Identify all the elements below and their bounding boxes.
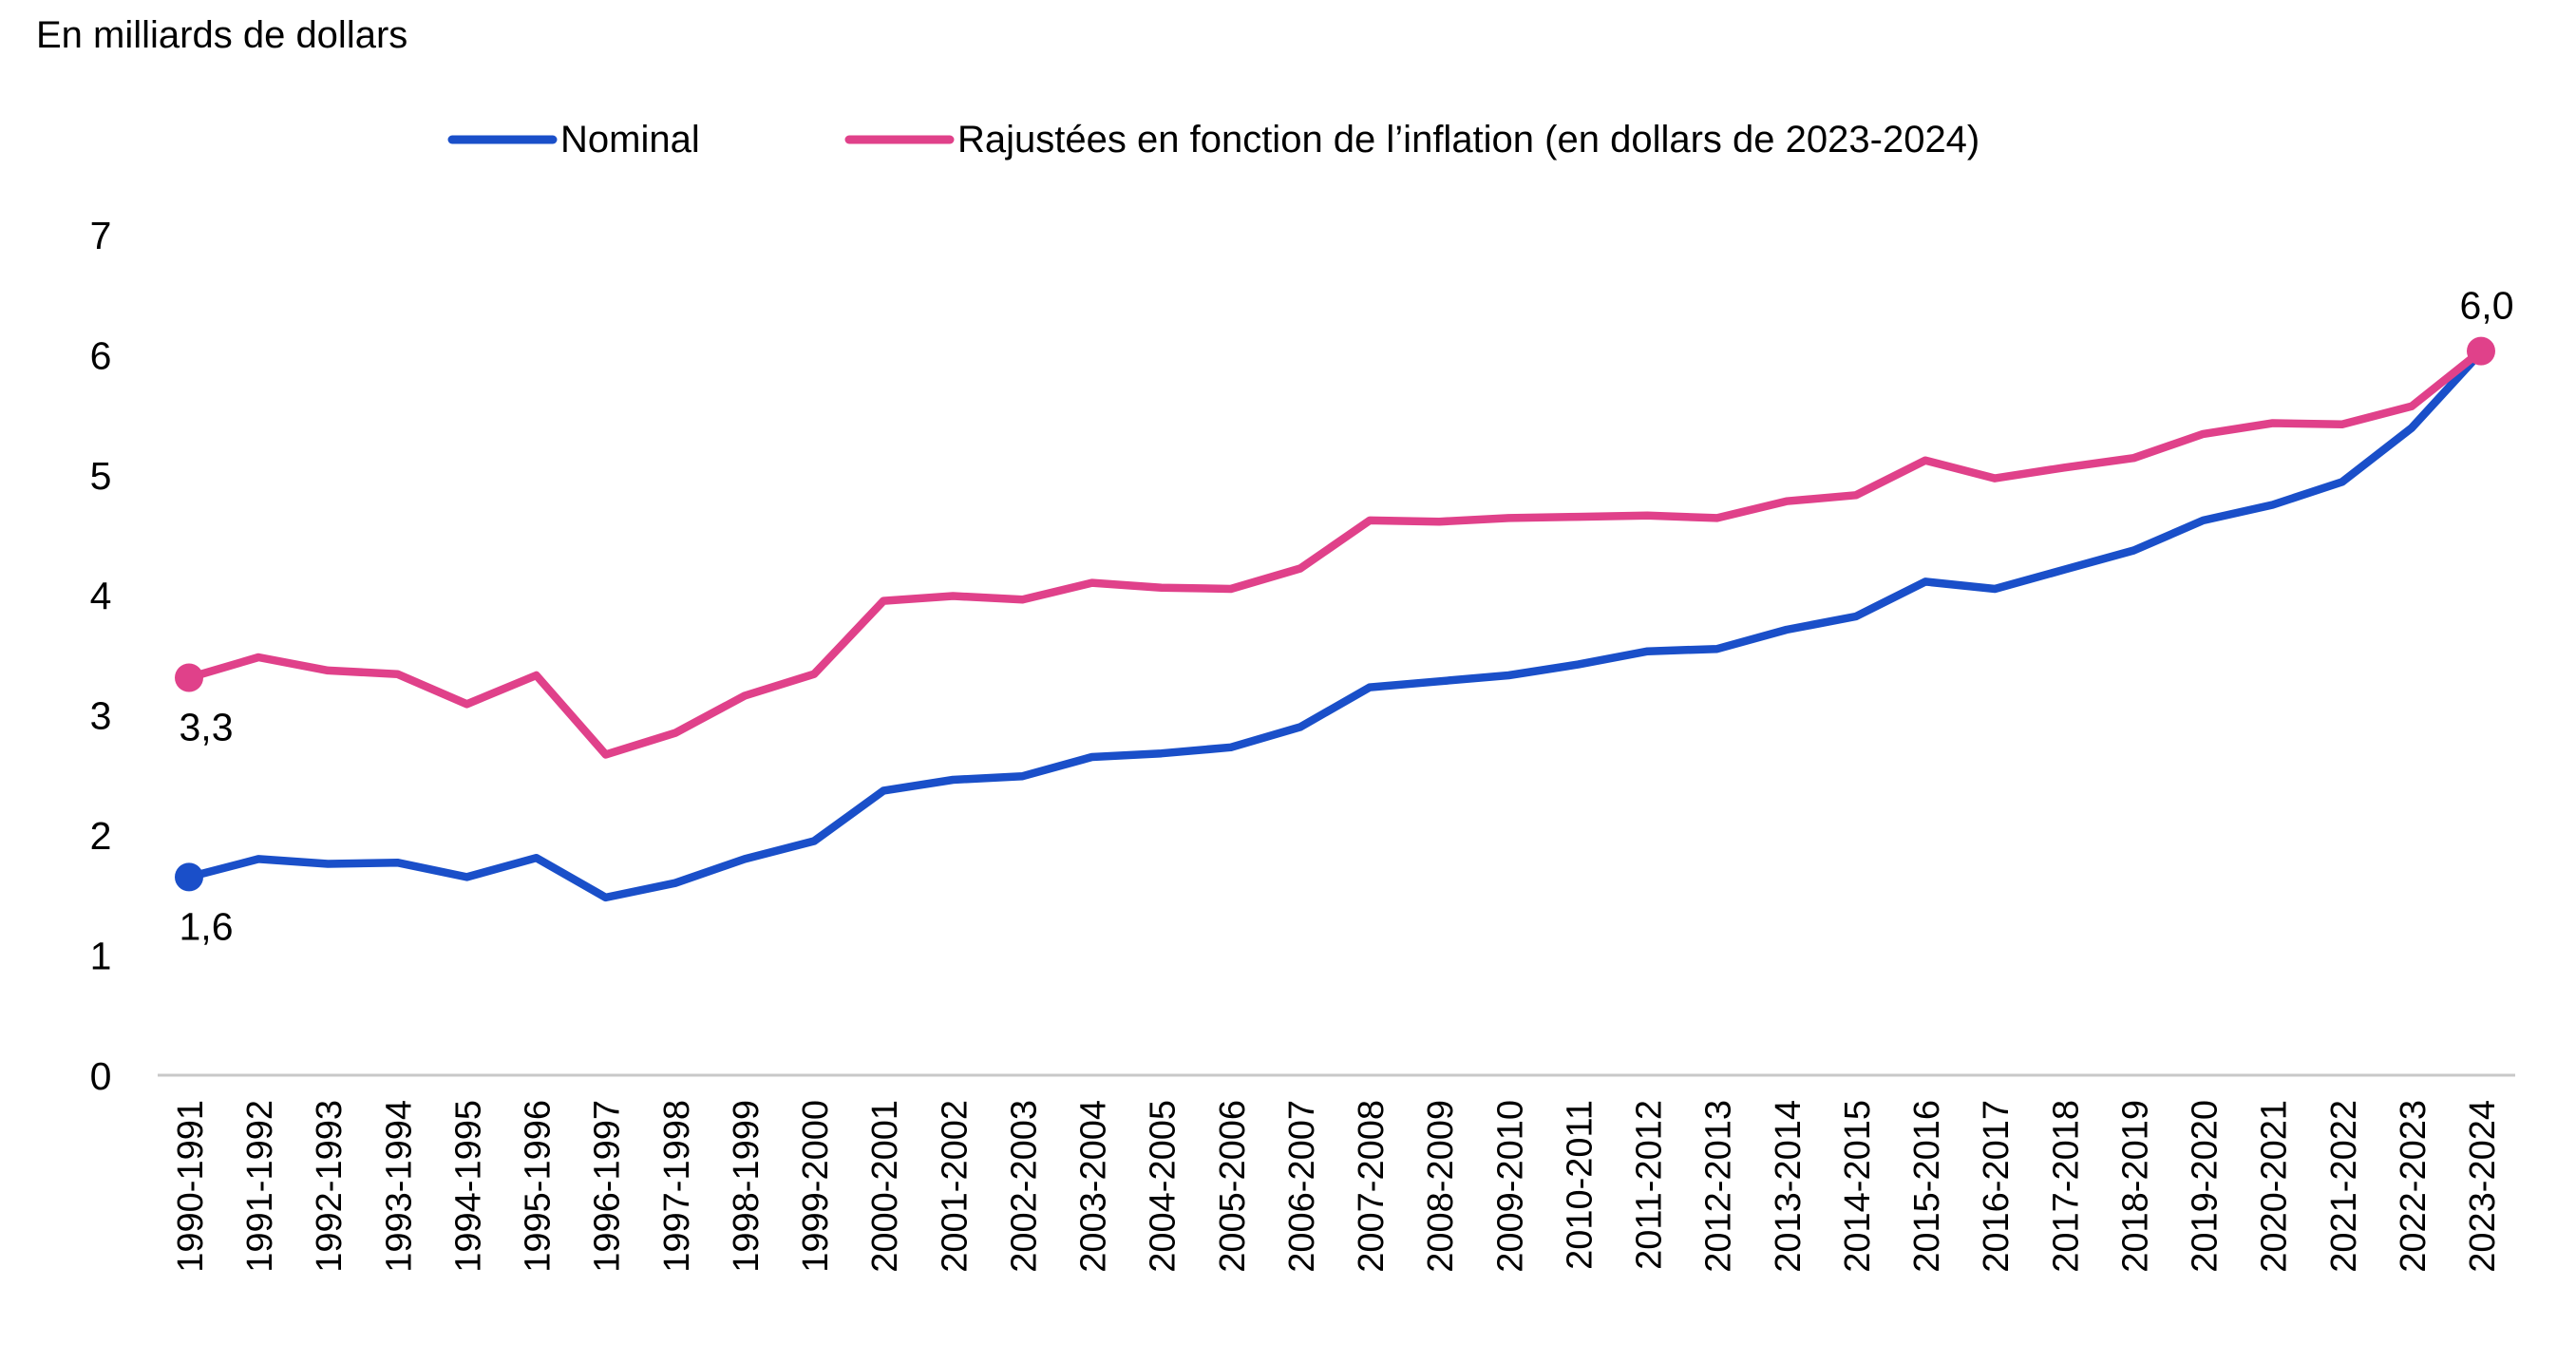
x-tick-label-2012-2013: 2012-2013 (1699, 1100, 1739, 1273)
series-lines (184, 347, 2486, 902)
x-tick-label-2001-2002: 2001-2002 (935, 1100, 975, 1273)
series-line-1 (184, 347, 2486, 759)
data-label-2: 6,0 (2460, 284, 2514, 328)
data-point-marker-2 (2467, 336, 2495, 366)
x-tick-label-2018-2019: 2018-2019 (2115, 1100, 2155, 1273)
x-tick-label-2008-2009: 2008-2009 (1421, 1100, 1461, 1273)
x-tick-label-1999-2000: 1999-2000 (796, 1100, 836, 1273)
legend-label-0: Nominal (560, 119, 700, 161)
data-point-marker-1 (175, 663, 203, 692)
y-tick-label-3: 3 (90, 694, 112, 738)
x-tick-label-1996-1997: 1996-1997 (588, 1100, 628, 1273)
x-tick-label-2013-2014: 2013-2014 (1769, 1100, 1809, 1273)
legend-label-1: Rajustées en fonction de l’inflation (en… (957, 119, 1979, 161)
x-tick-label-1994-1995: 1994-1995 (448, 1100, 488, 1273)
y-tick-label-4: 4 (90, 574, 112, 617)
x-tick-label-2007-2008: 2007-2008 (1352, 1100, 1392, 1273)
x-tick-label-2010-2011: 2010-2011 (1560, 1100, 1600, 1270)
x-tick-label-2000-2001: 2000-2001 (865, 1100, 905, 1273)
x-tick-label-2004-2005: 2004-2005 (1144, 1100, 1184, 1273)
data-labels: 1,6 3,3 6,0 (180, 284, 2514, 949)
data-point-markers (175, 336, 2495, 892)
x-tick-label-1992-1993: 1992-1993 (310, 1100, 350, 1273)
y-tick-label-1: 1 (90, 935, 112, 978)
y-axis-title: En milliards de dollars (36, 14, 407, 56)
x-tick-label-1991-1992: 1991-1992 (240, 1100, 280, 1273)
x-tick-label-2021-2022: 2021-2022 (2324, 1100, 2364, 1273)
x-tick-label-2003-2004: 2003-2004 (1074, 1100, 1114, 1273)
x-tick-label-1998-1999: 1998-1999 (727, 1100, 767, 1273)
x-tick-label-2015-2016: 2015-2016 (1907, 1100, 1947, 1273)
x-tick-label-2022-2023: 2022-2023 (2394, 1100, 2434, 1273)
x-tick-label-1997-1998: 1997-1998 (657, 1100, 697, 1273)
x-tick-label-2002-2003: 2002-2003 (1004, 1100, 1044, 1273)
x-tick-label-2023-2024: 2023-2024 (2463, 1100, 2503, 1273)
legend: Nominal Rajustées en fonction de l’inflat… (447, 119, 1979, 161)
data-point-marker-0 (175, 862, 203, 892)
y-tick-label-2: 2 (90, 814, 112, 858)
x-tick-label-1995-1996: 1995-1996 (519, 1100, 559, 1273)
x-tick-label-2017-2018: 2017-2018 (2046, 1100, 2086, 1273)
series-line-0 (184, 348, 2486, 902)
x-tick-label-1993-1994: 1993-1994 (379, 1100, 419, 1273)
x-axis-tick-labels: 1990-1991 1991-1992 1992-1993 1993-1994 1994… (171, 1100, 2503, 1273)
x-tick-label-2019-2020: 2019-2020 (2186, 1100, 2226, 1273)
y-tick-label-7: 7 (90, 214, 112, 257)
x-tick-label-2005-2006: 2005-2006 (1213, 1100, 1253, 1273)
x-tick-label-2020-2021: 2020-2021 (2255, 1100, 2295, 1273)
x-tick-label-2006-2007: 2006-2007 (1282, 1100, 1322, 1273)
x-tick-label-2011-2012: 2011-2012 (1630, 1100, 1670, 1270)
data-label-1: 3,3 (180, 706, 234, 749)
y-tick-label-6: 6 (90, 333, 112, 377)
y-tick-label-5: 5 (90, 454, 112, 498)
x-tick-label-2016-2017: 2016-2017 (1977, 1100, 2017, 1273)
x-tick-label-2009-2010: 2009-2010 (1490, 1100, 1530, 1273)
data-label-0: 1,6 (180, 904, 234, 948)
x-tick-label-2014-2015: 2014-2015 (1838, 1100, 1878, 1273)
x-tick-label-1990-1991: 1990-1991 (171, 1100, 211, 1273)
y-axis-tick-labels: 0 1 2 3 4 5 6 7 (90, 214, 112, 1098)
y-tick-label-0: 0 (90, 1054, 112, 1098)
